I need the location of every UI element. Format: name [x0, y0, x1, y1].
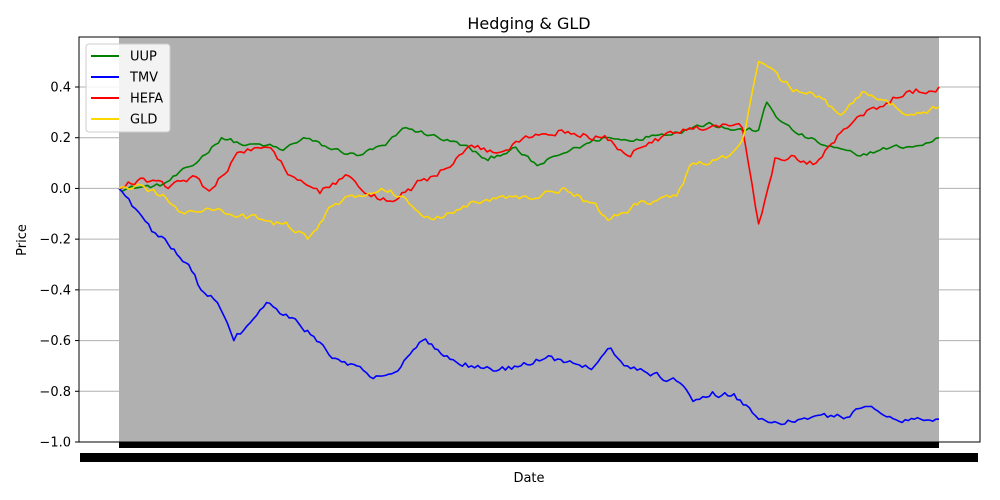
x-axis-label: Date [513, 471, 544, 486]
y-tick-label: −0.2 [39, 233, 71, 248]
y-tick-label: 0.0 [50, 182, 71, 197]
legend-label-uup: UUP [130, 50, 157, 65]
legend: UUP TMV HEFA GLD [85, 43, 171, 133]
series-lines [118, 60, 940, 426]
legend-label-gld: GLD [130, 113, 157, 128]
x-tick-marks-dense [119, 442, 939, 448]
y-axis: 0.4 0.2 0.0 −0.2 −0.4 −0.6 −0.8 −1.0 [39, 81, 79, 451]
series-line-uup [118, 101, 940, 193]
y-tick-label: −0.8 [39, 385, 71, 400]
series-line-gld [118, 60, 940, 240]
legend-label-hefa: HEFA [130, 92, 163, 107]
legend-label-tmv: TMV [129, 71, 158, 86]
x-tick-labels-overlapping [80, 453, 978, 462]
series-line-tmv [118, 187, 939, 426]
y-tick-label: 0.2 [50, 131, 71, 146]
y-tick-label: −0.6 [39, 334, 71, 349]
legend-box [85, 43, 171, 133]
chart-title: Hedging & GLD [467, 14, 590, 33]
y-tick-label: −1.0 [39, 436, 71, 451]
plot-frame [78, 36, 981, 443]
y-tick-label: 0.4 [50, 81, 71, 96]
series-line-hefa [118, 86, 940, 225]
y-tick-label: −0.4 [39, 283, 71, 298]
y-axis-label: Price [15, 224, 30, 256]
